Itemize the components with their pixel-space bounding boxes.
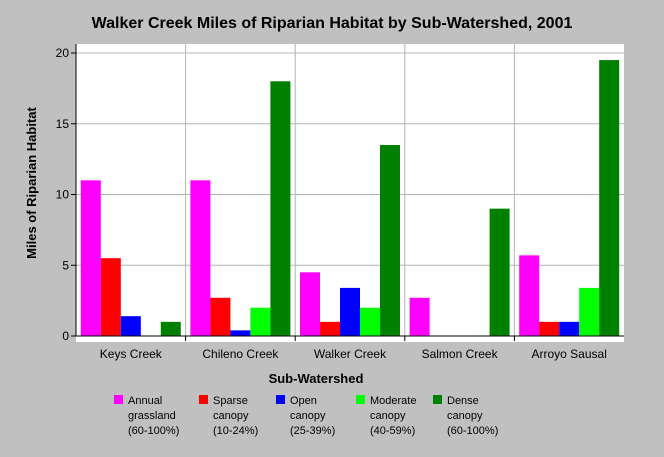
x-tick-label: Keys Creek xyxy=(100,347,163,361)
bar xyxy=(409,297,430,336)
legend: Annual grassland (60-100%) Sparse canopy (10-… xyxy=(114,395,498,437)
bar xyxy=(250,307,271,336)
legend-label: grassland xyxy=(128,410,176,422)
x-tick-label: Walker Creek xyxy=(314,347,387,361)
legend-label: Moderate xyxy=(370,395,416,407)
x-tick-label: Arroyo Sausal xyxy=(532,347,607,361)
legend-label: (40-59%) xyxy=(370,425,415,437)
bar xyxy=(579,287,600,336)
y-tick-label: 0 xyxy=(62,329,69,343)
y-tick-label: 5 xyxy=(62,258,69,272)
legend-label: (25-39%) xyxy=(290,425,335,437)
legend-swatch xyxy=(114,395,123,404)
x-tick-label: Salmon Creek xyxy=(422,347,499,361)
legend-label: canopy xyxy=(290,410,326,422)
bar xyxy=(320,321,340,336)
bar xyxy=(539,321,560,336)
legend-label: Open xyxy=(290,395,317,407)
bar xyxy=(599,60,620,336)
bar xyxy=(340,287,360,336)
bar xyxy=(559,321,580,336)
grid-lines xyxy=(76,44,624,336)
y-tick-label: 20 xyxy=(56,46,70,60)
legend-label: Dense xyxy=(447,395,479,407)
x-axis-title: Sub-Watershed xyxy=(269,371,364,386)
legend-label: canopy xyxy=(370,410,406,422)
legend-swatch xyxy=(356,395,365,404)
y-tick-labels: 0 5 10 15 20 xyxy=(56,46,70,343)
bar xyxy=(270,81,291,336)
legend-label: (60-100%) xyxy=(128,425,179,437)
y-axis-title: Miles of Riparian Habitat xyxy=(24,106,39,258)
bar xyxy=(190,180,211,336)
bar xyxy=(210,297,231,336)
legend-label: Sparse xyxy=(213,395,248,407)
bar xyxy=(230,330,251,336)
bar xyxy=(489,208,510,336)
legend-label: canopy xyxy=(447,410,483,422)
y-tick-label: 10 xyxy=(56,188,70,202)
axes xyxy=(71,44,624,341)
x-tick-label: Chileno Creek xyxy=(202,347,279,361)
bar xyxy=(120,316,141,336)
bars xyxy=(80,60,620,336)
legend-swatch xyxy=(433,395,442,404)
legend-label: (60-100%) xyxy=(447,425,498,437)
bar xyxy=(80,180,101,336)
x-tick-labels: Keys Creek Chileno Creek Walker Creek Salmo… xyxy=(100,347,607,361)
bar xyxy=(519,255,540,336)
chart-title: Walker Creek Miles of Riparian Habitat b… xyxy=(92,15,573,32)
legend-swatch xyxy=(276,395,285,404)
legend-label: (10-24%) xyxy=(213,425,258,437)
legend-label: canopy xyxy=(213,410,249,422)
bar xyxy=(300,272,320,336)
bar xyxy=(100,258,121,336)
legend-label: Annual xyxy=(128,395,162,407)
bar xyxy=(160,321,181,336)
bar xyxy=(360,307,380,336)
y-tick-label: 15 xyxy=(56,117,70,131)
bar xyxy=(380,144,400,336)
legend-swatch xyxy=(199,395,208,404)
